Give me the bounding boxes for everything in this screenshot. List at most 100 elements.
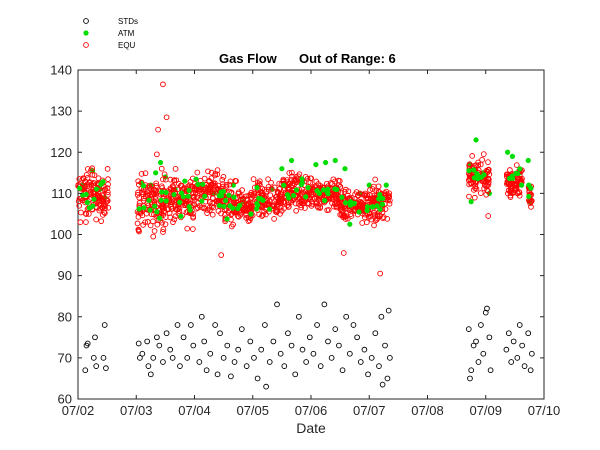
equ-point: [466, 162, 473, 169]
equ-point: [163, 114, 170, 121]
equ-point: [88, 191, 95, 198]
atm-point: [99, 180, 105, 186]
equ-point: [300, 200, 307, 206]
atm-point: [195, 181, 201, 187]
atm-point: [178, 190, 185, 196]
equ-point: [471, 194, 478, 201]
equ-point: [101, 209, 107, 216]
atm-point: [147, 207, 153, 213]
stds-point: [82, 367, 89, 374]
atm-point: [528, 185, 534, 191]
stds-point: [137, 355, 143, 361]
stds-point: [154, 334, 160, 341]
stds-point: [103, 365, 109, 372]
atm-point: [379, 201, 386, 207]
atm-point: [200, 181, 206, 187]
atm-point: [226, 192, 232, 198]
stds-point: [357, 359, 364, 365]
equ-point: [363, 219, 370, 226]
equ-point: [209, 211, 216, 218]
chart-title: Gas Flow: [219, 51, 278, 66]
equ-point: [135, 189, 141, 196]
atm-point: [305, 185, 311, 191]
stds-point: [101, 322, 108, 328]
equ-point: [259, 212, 266, 218]
equ-point: [333, 195, 339, 202]
equ-point: [207, 186, 214, 193]
atm-point: [288, 157, 295, 164]
x-tick-label: 07/04: [178, 403, 211, 418]
equ-point: [214, 167, 221, 173]
stds-point: [467, 375, 473, 382]
stds-point: [379, 381, 386, 388]
equ-point: [372, 176, 379, 183]
equ-point: [308, 175, 315, 182]
atm-point: [163, 198, 169, 204]
stds-point: [470, 342, 477, 349]
equ-point: [268, 185, 275, 192]
equ-point: [286, 203, 292, 210]
y-tick-label: 90: [58, 268, 72, 283]
atm-point: [475, 173, 481, 179]
y-tick-label: 60: [58, 392, 72, 407]
equ-point: [340, 250, 347, 256]
equ-point: [158, 165, 165, 172]
stds-point: [516, 322, 523, 328]
stds-point: [514, 355, 521, 361]
stds-point: [296, 313, 302, 320]
equ-point: [204, 210, 210, 216]
stds-point: [214, 371, 221, 378]
stds-point: [274, 301, 280, 308]
equ-point: [201, 175, 208, 182]
atm-point: [154, 209, 160, 215]
equ-point: [341, 188, 348, 195]
equ-point: [83, 219, 89, 225]
equ-point: [480, 151, 487, 157]
equ-point: [190, 214, 197, 221]
y-tick-label: 140: [50, 63, 72, 78]
equ-point: [153, 180, 160, 187]
atm-point: [525, 157, 531, 164]
equ-point: [77, 219, 84, 226]
equ-point: [146, 183, 152, 189]
equ-point: [190, 226, 196, 232]
equ-point: [98, 218, 105, 225]
plot-area: [75, 69, 545, 400]
points-layer: [75, 81, 535, 390]
equ-point: [195, 188, 202, 194]
equ-point: [155, 126, 161, 133]
equ-point: [338, 204, 345, 210]
equ-point: [374, 211, 381, 217]
atm-point: [163, 189, 169, 196]
equ-point: [248, 191, 255, 198]
equ-point: [273, 209, 280, 216]
equ-point: [152, 190, 159, 197]
stds-point: [336, 342, 342, 349]
stds-point: [147, 371, 154, 378]
atm-point: [332, 186, 338, 192]
atm-point: [356, 209, 362, 215]
equ-point: [242, 211, 249, 217]
equ-point: [355, 192, 361, 199]
stds-point: [156, 342, 163, 349]
equ-point: [172, 213, 179, 220]
equ-point: [298, 204, 305, 211]
equ-point: [225, 209, 232, 216]
equ-point: [361, 214, 368, 221]
equ-point: [485, 175, 491, 182]
equ-point: [380, 215, 386, 222]
y-tick-label: 120: [50, 145, 72, 160]
equ-point: [477, 190, 484, 196]
legend-label-equ: EQU: [118, 41, 136, 50]
equ-point: [87, 179, 94, 186]
equ-point: [160, 226, 167, 233]
atm-point: [377, 192, 383, 198]
stds-point: [238, 326, 245, 332]
equ-point: [226, 181, 233, 188]
atm-point: [224, 216, 230, 222]
atm-point: [325, 186, 331, 192]
stds-point: [251, 355, 257, 361]
atm-point: [199, 198, 205, 204]
equ-point: [138, 171, 145, 177]
atm-point: [186, 187, 192, 193]
